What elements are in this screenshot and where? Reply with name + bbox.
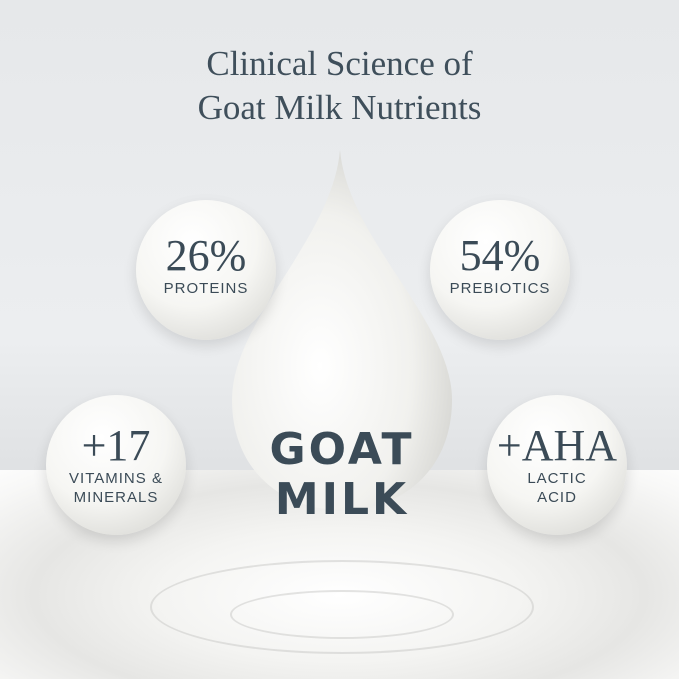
stat-label: VITAMINS & (69, 470, 163, 487)
stat-label: ACID (537, 489, 577, 506)
stat-value: +AHA (496, 421, 618, 470)
stat-value: 26% (165, 231, 247, 280)
stat-value: 54% (459, 231, 541, 280)
milk-drop (232, 150, 452, 510)
stat-label: MINERALS (73, 489, 159, 506)
stat-vitamins: +17 VITAMINS & MINERALS (46, 395, 186, 535)
stat-label: PROTEINS (163, 280, 249, 297)
stat-label: LACTIC (527, 470, 587, 487)
stat-value: +17 (81, 421, 151, 470)
stat-proteins: 26% PROTEINS (136, 200, 276, 340)
drop-line: GOAT (269, 424, 415, 475)
ripple (150, 560, 534, 654)
drop-label: GOAT MILK (212, 425, 472, 525)
stat-aha: +AHA LACTIC ACID (487, 395, 627, 535)
page-title: Clinical Science of Goat Milk Nutrients (0, 42, 679, 130)
ripple (230, 590, 454, 639)
stat-label: PREBIOTICS (449, 280, 551, 297)
title-line: Clinical Science of (206, 44, 473, 83)
title-line: Goat Milk Nutrients (197, 88, 482, 127)
drop-line: MILK (274, 474, 410, 525)
stat-prebiotics: 54% PREBIOTICS (430, 200, 570, 340)
